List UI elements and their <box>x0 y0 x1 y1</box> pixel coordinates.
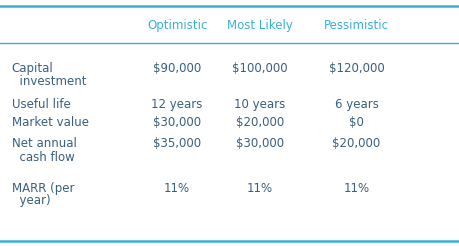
Text: $35,000: $35,000 <box>153 138 201 150</box>
Text: $30,000: $30,000 <box>153 117 201 129</box>
Text: 11%: 11% <box>343 182 369 195</box>
Text: $0: $0 <box>348 117 363 129</box>
Text: 11%: 11% <box>164 182 190 195</box>
Text: Optimistic: Optimistic <box>146 19 207 32</box>
Text: Pessimistic: Pessimistic <box>323 19 388 32</box>
Text: Capital: Capital <box>11 62 53 75</box>
Text: $30,000: $30,000 <box>235 138 283 150</box>
Text: $20,000: $20,000 <box>235 117 283 129</box>
Text: 12 years: 12 years <box>151 98 202 111</box>
Text: Market value: Market value <box>11 117 88 129</box>
Text: Useful life: Useful life <box>11 98 70 111</box>
Text: 11%: 11% <box>246 182 272 195</box>
Text: $90,000: $90,000 <box>153 62 201 75</box>
Text: investment: investment <box>11 75 86 88</box>
Text: MARR (per: MARR (per <box>11 182 74 195</box>
Text: cash flow: cash flow <box>11 151 74 164</box>
Text: $100,000: $100,000 <box>232 62 287 75</box>
Text: $120,000: $120,000 <box>328 62 384 75</box>
Text: $20,000: $20,000 <box>332 138 380 150</box>
Text: Net annual: Net annual <box>11 138 76 150</box>
Text: 10 years: 10 years <box>234 98 285 111</box>
Text: 6 years: 6 years <box>334 98 378 111</box>
Text: Most Likely: Most Likely <box>226 19 292 32</box>
Text: year): year) <box>11 194 50 207</box>
